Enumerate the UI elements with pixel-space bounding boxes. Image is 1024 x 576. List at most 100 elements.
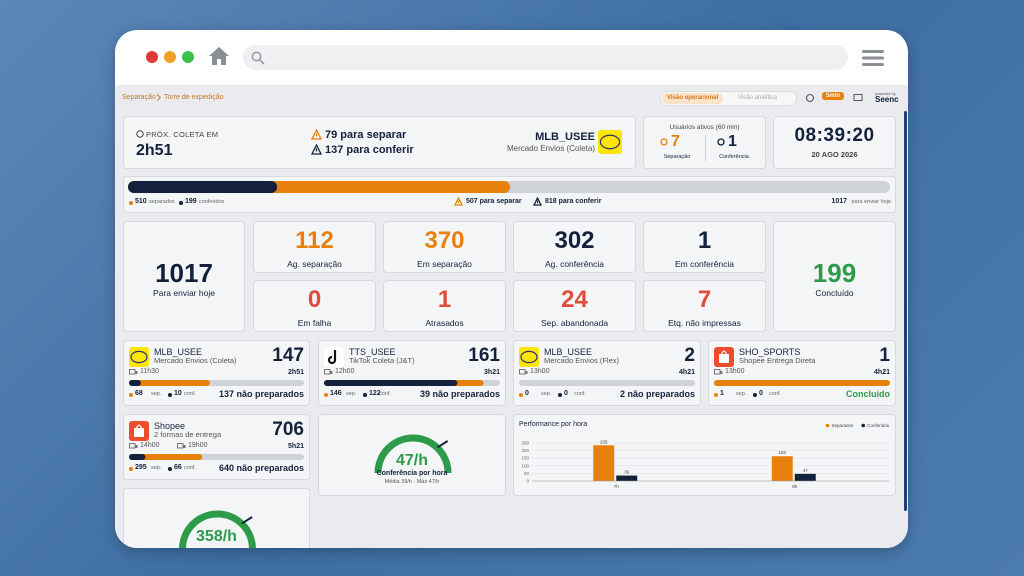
- progress-checked: [324, 380, 458, 386]
- card-eta: 3h21: [484, 369, 500, 376]
- legend-dot: [324, 393, 328, 397]
- gauge-number: 47: [395, 452, 414, 469]
- minimize-dot[interactable]: [164, 51, 176, 63]
- carrier-card: SHO_SPORTS Shopee Entrega Direta 1 13h00 4h2…: [708, 340, 896, 406]
- y-tick-label: 250: [521, 441, 529, 446]
- card-total: 706: [272, 419, 304, 440]
- chart: 0 50 100 150 200 250 Conferidos Separados 7h 235 3…: [521, 423, 890, 489]
- legend-label: Conferidos: [867, 423, 890, 428]
- card-carrier: Mercado Envios (Flex): [544, 356, 620, 365]
- user-count: 1: [728, 133, 737, 150]
- tab-analytic[interactable]: Visão analítica: [738, 95, 777, 101]
- legend-label: Separados: [831, 423, 854, 428]
- bar: [593, 445, 615, 481]
- x-tick-label: 8h: [792, 484, 798, 489]
- card-sep: 295: [135, 464, 147, 471]
- gauge-marker: [241, 516, 253, 525]
- address-bar[interactable]: [243, 45, 848, 70]
- progress-checked: [129, 454, 146, 460]
- card-pending: 2 não preparados: [619, 389, 695, 399]
- bar: [616, 475, 638, 481]
- card-pending: Concluído: [846, 389, 890, 399]
- progress-checked: [129, 380, 141, 386]
- card-progress: [129, 454, 304, 460]
- progress-checked: [128, 181, 278, 193]
- legend-dot: [129, 201, 133, 205]
- value-label: 36: [624, 470, 630, 475]
- carrier: Mercado Envios (Coleta): [506, 144, 595, 153]
- bar: [771, 456, 793, 481]
- logo-shape: [135, 424, 143, 429]
- y-tick-label: 100: [521, 463, 529, 468]
- to-check: 137 para conferir: [325, 144, 414, 156]
- tile-label: Atrasados: [425, 318, 464, 328]
- tile-value: 0: [307, 286, 322, 313]
- monitor-button[interactable]: [853, 93, 863, 103]
- logo-shape: [719, 354, 729, 363]
- gauge-card: 47/h Conferência por hora Média 39/h · Máx…: [318, 414, 506, 496]
- breadcrumb-section[interactable]: Separação: [122, 94, 156, 101]
- logo-shape: [327, 350, 337, 365]
- gauge-value: 358/h: [124, 528, 309, 546]
- tile-value: 370: [424, 227, 465, 254]
- icon-shape: [519, 369, 526, 375]
- tile-value: 7: [697, 286, 712, 313]
- card-conf-unit: conf.: [184, 391, 196, 397]
- legend-swatch: [825, 423, 830, 428]
- card-progress: [324, 380, 500, 386]
- card-conf: 66: [174, 464, 182, 471]
- carrier-logo: [324, 347, 344, 367]
- card-eta: 2h51: [288, 369, 304, 376]
- card-sep-unit: sep.: [736, 391, 747, 397]
- progress-bar: [128, 181, 890, 193]
- icon-shape: [311, 144, 322, 155]
- home-icon[interactable]: [208, 46, 230, 66]
- tab-operational[interactable]: Visão operacional: [662, 93, 724, 104]
- truck-icon: [324, 369, 333, 375]
- user-icon: [717, 138, 725, 146]
- maximize-dot[interactable]: [182, 51, 194, 63]
- icon-shape: [136, 130, 144, 138]
- card-time: 13h00: [530, 368, 550, 375]
- card-sep-unit: sep.: [346, 391, 357, 397]
- total-label: para enviar hoje: [851, 199, 891, 205]
- status-tile: 0 Em falha: [253, 280, 376, 332]
- icon-shape: [129, 443, 136, 449]
- carrier-card: MLB_USEE Mercado Envios (Coleta) 147 11h30 2…: [123, 340, 310, 406]
- clock-card: 08:39:20 20 AGO 2026: [773, 116, 896, 169]
- tile-label: Ag. conferência: [544, 259, 605, 269]
- icon-shape: [177, 443, 184, 449]
- card-time: 19h00: [188, 442, 208, 449]
- carrier-logo: [129, 421, 149, 441]
- warning-icon: [454, 197, 463, 206]
- refresh-button[interactable]: [805, 93, 815, 103]
- close-dot[interactable]: [146, 51, 158, 63]
- menu-icon[interactable]: [862, 50, 884, 66]
- status-tile: 370 Em separação: [383, 221, 506, 273]
- tile-label: Concluído: [815, 287, 854, 298]
- card-conf: 10: [174, 390, 182, 397]
- carrier-logo: [714, 347, 734, 367]
- separated-count: 510: [135, 198, 147, 205]
- card-sep: 1: [720, 390, 724, 397]
- card-carrier: 2 formas de entrega: [154, 430, 222, 439]
- card-progress: [519, 380, 695, 386]
- x-tick-label: 7h: [614, 484, 620, 489]
- card-account: SHO_SPORTS: [739, 347, 801, 357]
- card-total: 161: [468, 345, 500, 366]
- truck-icon: [519, 369, 528, 375]
- next-pickup-value: 2h51: [136, 142, 173, 159]
- icon-shape: [183, 445, 186, 448]
- refresh-interval[interactable]: 5min: [822, 92, 845, 100]
- active-users-card: Usuários ativos (60 min) 7 Separação 1 Confe…: [643, 116, 766, 169]
- checked-label: conferidos: [199, 199, 225, 205]
- tile-label: Ag. separação: [287, 259, 342, 269]
- performance-card: Performance por hora 0 50 100 150 200 250 Confe…: [513, 414, 896, 496]
- logo-shape: [599, 134, 621, 150]
- tile-value: 1017: [155, 257, 213, 288]
- legend-dot: [714, 393, 718, 397]
- user-label: Separação: [663, 154, 691, 160]
- gauge-value: 47/h: [319, 452, 505, 470]
- warning-icon: [311, 144, 322, 155]
